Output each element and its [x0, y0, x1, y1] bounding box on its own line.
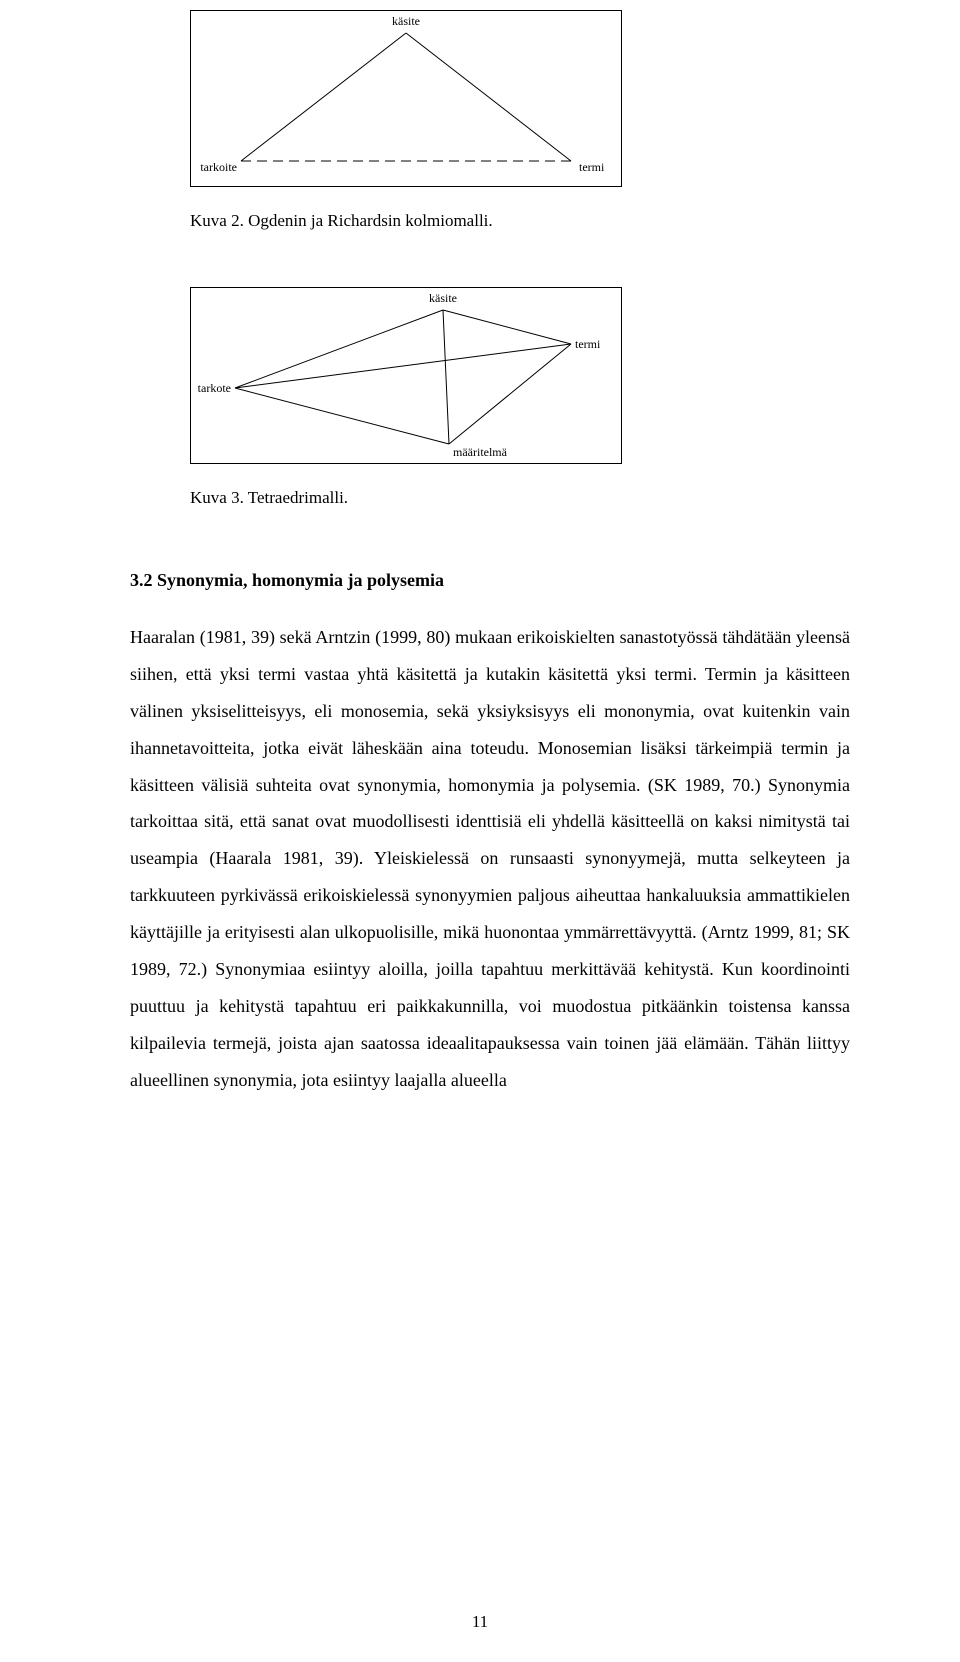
section-body: Haaralan (1981, 39) sekä Arntzin (1999, … [130, 619, 850, 1099]
figure-2-svg: käsite tarkote termi määritelmä [191, 288, 621, 463]
figure-1-triangle: käsite tarkoite termi [190, 10, 622, 187]
section-heading: 3.2 Synonymia, homonymia ja polysemia [130, 570, 850, 591]
svg-text:käsite: käsite [392, 14, 420, 28]
page-number: 11 [0, 1612, 960, 1632]
svg-text:termi: termi [575, 337, 601, 351]
figure-2-caption: Kuva 3. Tetraedrimalli. [190, 488, 850, 508]
figure-1-caption: Kuva 2. Ogdenin ja Richardsin kolmiomall… [190, 211, 850, 231]
svg-text:määritelmä: määritelmä [453, 445, 508, 459]
svg-text:tarkote: tarkote [198, 381, 231, 395]
figure-1-svg: käsite tarkoite termi [191, 11, 621, 186]
svg-text:tarkoite: tarkoite [200, 160, 237, 174]
figure-2-tetrahedron: käsite tarkote termi määritelmä [190, 287, 622, 464]
svg-text:termi: termi [579, 160, 605, 174]
svg-text:käsite: käsite [429, 291, 457, 305]
